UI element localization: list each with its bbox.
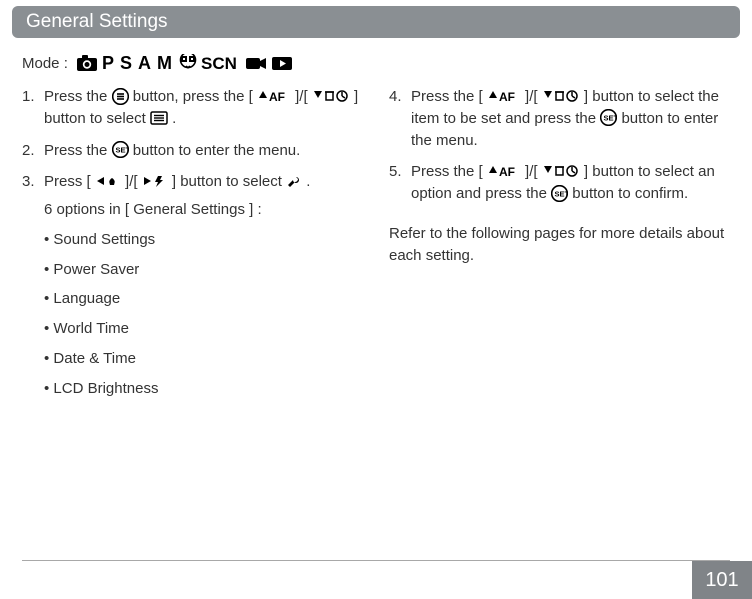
page-number: 101 [692, 561, 752, 599]
refer-paragraph: Refer to the following pages for more de… [389, 223, 730, 267]
step-2: 2. Press the SET button to enter the men… [22, 140, 363, 162]
bottom-rule [22, 560, 730, 561]
body-columns: 1. Press the button, press the [ AF ]/[ … [22, 86, 730, 417]
left-macro-icon [95, 174, 121, 188]
right-flash-icon [142, 174, 168, 188]
svg-text:SCN: SCN [201, 54, 237, 72]
bullet-worldtime: • World Time [44, 318, 363, 340]
bullet-datetime: • Date & Time [44, 348, 363, 370]
svg-text:M: M [157, 54, 172, 72]
set-button-icon: SET [600, 109, 617, 126]
s-mode-icon: S [120, 54, 134, 72]
camera-icon [76, 54, 98, 72]
svg-text:SET: SET [115, 146, 129, 155]
down-delete-timer-icon [542, 89, 580, 104]
set-button-icon: SET [551, 185, 568, 202]
svg-text:AF: AF [269, 90, 285, 104]
step-1-text: Press the button, press the [ AF ]/[ ] b… [44, 86, 363, 130]
menu-button-icon [112, 88, 129, 105]
mode-line: Mode : P S A M SCN [22, 54, 293, 72]
step-3-subline: 6 options in [ General Settings ] : [44, 199, 363, 221]
svg-text:SET: SET [604, 114, 618, 123]
step-3-number: 3. [22, 171, 44, 407]
step-3: 3. Press [ ]/[ ] button to select . [22, 171, 363, 407]
p-mode-icon: P [102, 54, 116, 72]
step-5-number: 5. [389, 161, 411, 205]
scn-mode-icon: SCN [201, 54, 241, 72]
set-button-icon: SET [112, 141, 129, 158]
video-mode-icon [245, 54, 267, 72]
down-delete-timer-icon [542, 164, 580, 179]
step-5-text: Press the [ AF ]/[ ] button to select an… [411, 161, 730, 205]
svg-text:S: S [120, 54, 132, 72]
svg-text:P: P [102, 54, 114, 72]
step-3-text: Press [ ]/[ ] button to select . 6 optio… [44, 171, 363, 407]
step-5: 5. Press the [ AF ]/[ ] button to select… [389, 161, 730, 205]
header-title: General Settings [26, 11, 168, 33]
bullet-power: • Power Saver [44, 259, 363, 281]
a-mode-icon: A [138, 54, 153, 72]
svg-text:SET: SET [555, 189, 569, 198]
playback-mode-icon [271, 54, 293, 72]
up-af-icon: AF [487, 164, 521, 179]
header-bar: General Settings [12, 6, 740, 38]
mode-icons: P S A M SCN [76, 54, 293, 72]
mode-label: Mode : [22, 55, 68, 72]
svg-text:AF: AF [499, 165, 515, 179]
bullet-sound: • Sound Settings [44, 229, 363, 251]
step-2-text: Press the SET button to enter the menu. [44, 140, 363, 162]
m-mode-icon: M [157, 54, 175, 72]
step-1: 1. Press the button, press the [ AF ]/[ … [22, 86, 363, 130]
face-mode-icon [179, 54, 197, 72]
bullet-lcd: • LCD Brightness [44, 378, 363, 400]
bullet-language: • Language [44, 288, 363, 310]
up-af-icon: AF [257, 89, 291, 104]
down-delete-timer-icon [312, 89, 350, 104]
step-4-number: 4. [389, 86, 411, 151]
step-4-text: Press the [ AF ]/[ ] button to select th… [411, 86, 730, 151]
svg-text:A: A [138, 54, 151, 72]
right-column: 4. Press the [ AF ]/[ ] button to select… [389, 86, 730, 417]
step-4: 4. Press the [ AF ]/[ ] button to select… [389, 86, 730, 151]
step-1-number: 1. [22, 86, 44, 130]
left-column: 1. Press the button, press the [ AF ]/[ … [22, 86, 363, 417]
step-3-bullets: • Sound Settings • Power Saver • Languag… [44, 229, 363, 400]
step-2-number: 2. [22, 140, 44, 162]
svg-text:AF: AF [499, 90, 515, 104]
wrench-icon [286, 174, 302, 188]
up-af-icon: AF [487, 89, 521, 104]
menu-list-icon [150, 111, 168, 125]
